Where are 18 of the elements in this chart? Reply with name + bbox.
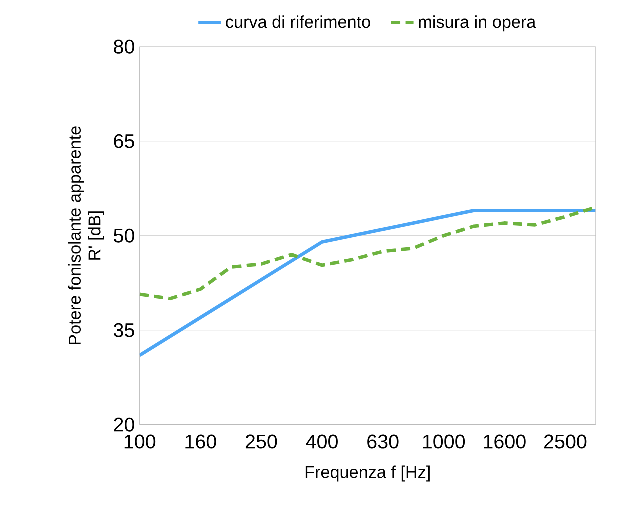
legend-label: curva di riferimento	[226, 16, 370, 28]
x-tick-label: 1600	[484, 434, 526, 449]
x-tick-label: 630	[368, 434, 399, 449]
x-tick-label: 1000	[423, 434, 466, 449]
y-tick-label: 20	[114, 418, 134, 432]
y-tick-label: 50	[114, 228, 134, 243]
y-tick-label: 35	[114, 323, 134, 338]
x-tick-label: 100	[124, 434, 156, 449]
x-tick-label: 400	[306, 434, 338, 449]
y-tick-label: 80	[114, 40, 134, 54]
legend-label: misura in opera	[419, 16, 536, 32]
y-tick-label: 65	[114, 134, 134, 148]
x-tick-label: 250	[246, 434, 278, 449]
line-series	[140, 206, 596, 301]
y-axis-title: Potere fonisolante apparente R' [dB]	[68, 126, 104, 345]
x-axis-title: Frequenza f [Hz]	[306, 466, 430, 482]
x-tick-label: 160	[186, 434, 216, 449]
x-tick-label: 2500	[544, 434, 587, 449]
